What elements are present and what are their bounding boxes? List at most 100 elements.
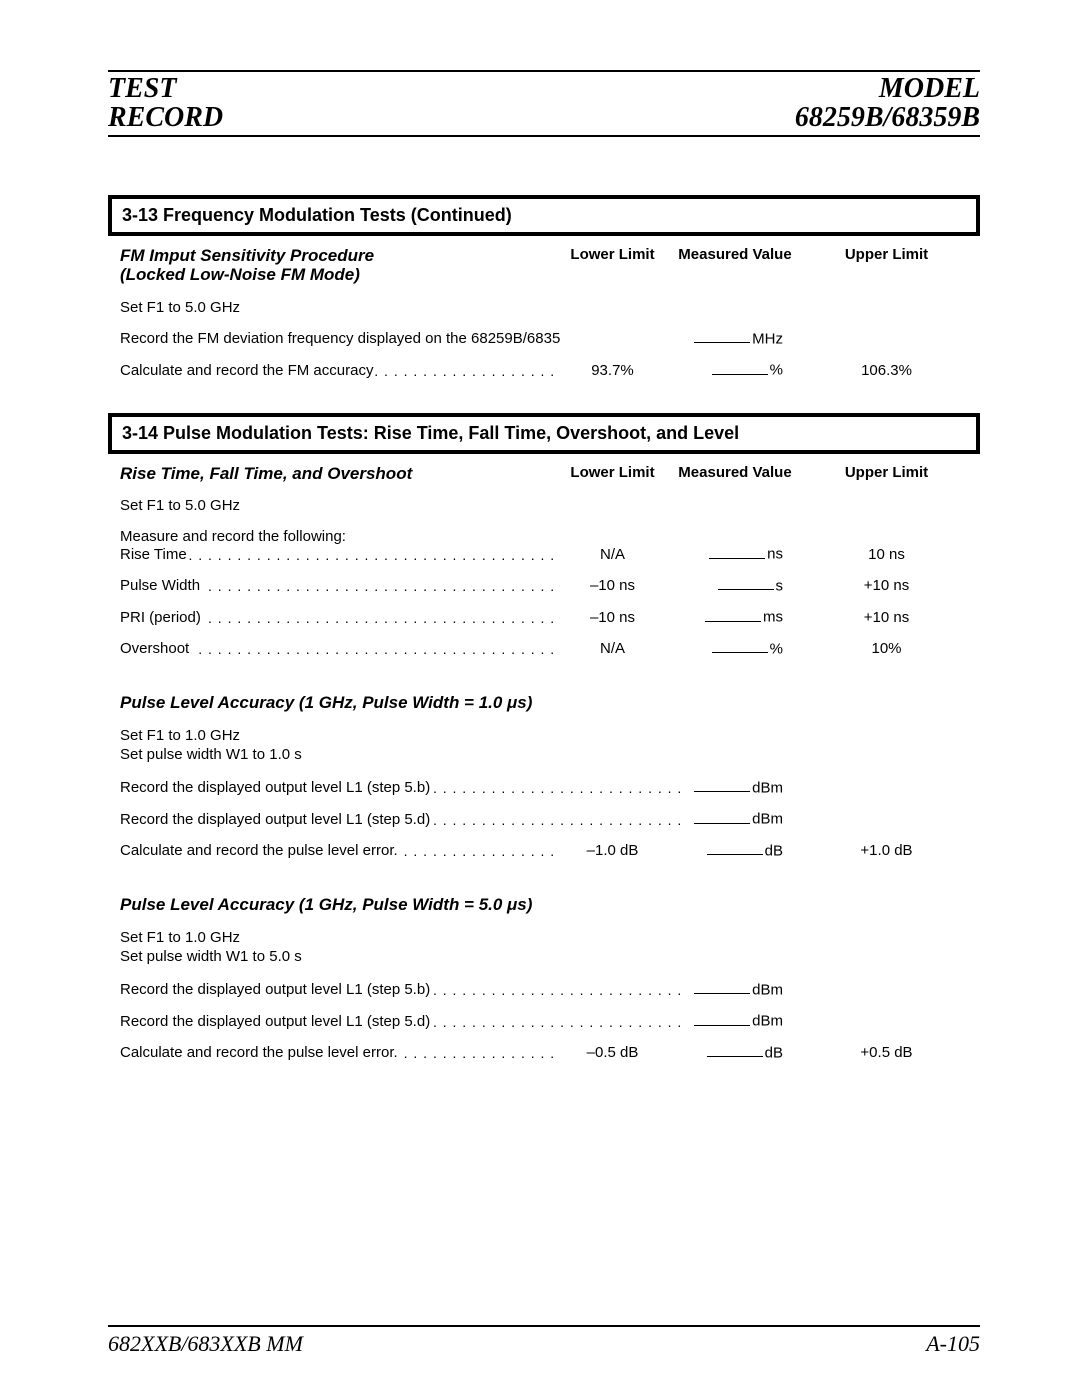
s3-setup-l2: Set pulse width W1 to 1.0 s bbox=[120, 746, 980, 765]
s2-row-3-unit: % bbox=[770, 640, 783, 657]
col-low-1: Lower Limit bbox=[560, 246, 665, 285]
blank-input bbox=[694, 330, 750, 344]
s3-row3: Calculate and record the pulse level err… bbox=[120, 842, 968, 860]
footer-left: 682XXB/683XXB MM bbox=[108, 1331, 303, 1357]
s1-row-rec-text: Record the FM deviation frequency displa… bbox=[120, 330, 560, 347]
header-rule-top bbox=[108, 70, 980, 72]
s1-row-calc-text: Calculate and record the FM accuracy bbox=[120, 362, 375, 379]
footer-rule bbox=[108, 1325, 980, 1327]
s2-row-intro: Measure and record the following: bbox=[120, 528, 968, 545]
s2-row-2-unit: ms bbox=[763, 609, 783, 626]
s3-row2: Record the displayed output level L1 (st… bbox=[120, 810, 968, 828]
s1-row-set: Set F1 to 5.0 GHz bbox=[120, 299, 968, 316]
s4-setup-l1: Set F1 to 1.0 GHz bbox=[120, 929, 980, 948]
s4-heading: Pulse Level Accuracy (1 GHz, Pulse Width… bbox=[108, 895, 980, 915]
s4-row1-text: Record the displayed output level L1 (st… bbox=[120, 981, 432, 998]
col-headers-2: Rise Time, Fall Time, and Overshoot Lowe… bbox=[120, 464, 968, 484]
s3-row3-low: –1.0 dB bbox=[560, 842, 665, 859]
s3-heading: Pulse Level Accuracy (1 GHz, Pulse Width… bbox=[108, 693, 980, 713]
blank-input bbox=[694, 810, 750, 824]
footer-row: 682XXB/683XXB MM A-105 bbox=[108, 1331, 980, 1357]
s4-row1: Record the displayed output level L1 (st… bbox=[120, 981, 968, 999]
page-header: TEST RECORD MODEL 68259B/68359B bbox=[108, 74, 980, 133]
blank-input bbox=[718, 577, 774, 591]
footer-right: A-105 bbox=[926, 1331, 980, 1357]
s2-row-3-up: 10% bbox=[805, 640, 968, 657]
page: TEST RECORD MODEL 68259B/68359B 3-13 Fre… bbox=[0, 0, 1080, 1397]
section-3-14-body: Rise Time, Fall Time, and Overshoot Lowe… bbox=[108, 454, 980, 658]
col-meas-2: Measured Value bbox=[665, 464, 805, 484]
blank-input bbox=[707, 842, 763, 856]
section-3-13-body: FM Imput Sensitivity Procedure (Locked L… bbox=[108, 236, 980, 379]
s3-row3-unit: dB bbox=[765, 842, 783, 859]
proc-title-1: FM Imput Sensitivity Procedure (Locked L… bbox=[120, 246, 560, 285]
s4-setup: Set F1 to 1.0 GHz Set pulse width W1 to … bbox=[108, 929, 980, 967]
s2-row-0-low: N/A bbox=[560, 546, 665, 563]
s3-row2-text: Record the displayed output level L1 (st… bbox=[120, 811, 432, 828]
blank-input bbox=[694, 1012, 750, 1026]
blank-input bbox=[712, 361, 768, 375]
col-meas-1: Measured Value bbox=[665, 246, 805, 285]
s1-row-calc-unit: % bbox=[770, 362, 783, 379]
header-left-line1: TEST bbox=[108, 74, 223, 103]
s1-row-rec: Record the FM deviation frequency displa… bbox=[120, 330, 968, 348]
s2-row-set-text: Set F1 to 5.0 GHz bbox=[120, 497, 242, 514]
s2-row-0: Rise Time N/A ns 10 ns bbox=[120, 545, 968, 563]
s3-rows: Record the displayed output level L1 (st… bbox=[108, 779, 980, 860]
section-3-13-box: 3-13 Frequency Modulation Tests (Continu… bbox=[108, 195, 980, 236]
s4-row2: Record the displayed output level L1 (st… bbox=[120, 1012, 968, 1030]
section-3-14-box: 3-14 Pulse Modulation Tests: Rise Time, … bbox=[108, 413, 980, 454]
s2-row-2: PRI (period) –10 ns ms +10 ns bbox=[120, 608, 968, 626]
blank-input bbox=[694, 981, 750, 995]
s3-row1-unit: dBm bbox=[752, 779, 783, 796]
s1-row-set-text: Set F1 to 5.0 GHz bbox=[120, 299, 242, 316]
header-left-line2: RECORD bbox=[108, 103, 223, 132]
s2-row-1: Pulse Width –10 ns s +10 ns bbox=[120, 577, 968, 595]
s4-row1-unit: dBm bbox=[752, 981, 783, 998]
page-footer: 682XXB/683XXB MM A-105 bbox=[108, 1325, 980, 1357]
s4-row3: Calculate and record the pulse level err… bbox=[120, 1044, 968, 1062]
header-right: MODEL 68259B/68359B bbox=[795, 74, 980, 133]
s2-row-2-label: PRI (period) bbox=[120, 609, 203, 626]
s4-row3-low: –0.5 dB bbox=[560, 1044, 665, 1061]
s3-row3-text: Calculate and record the pulse level err… bbox=[120, 842, 400, 859]
s2-row-1-unit: s bbox=[776, 577, 784, 594]
proc-title-1-l1: FM Imput Sensitivity Procedure bbox=[120, 246, 560, 266]
col-headers-1: FM Imput Sensitivity Procedure (Locked L… bbox=[120, 246, 968, 285]
blank-input bbox=[709, 545, 765, 559]
s3-row1: Record the displayed output level L1 (st… bbox=[120, 779, 968, 797]
proc-title-2: Rise Time, Fall Time, and Overshoot bbox=[120, 464, 560, 484]
blank-input bbox=[705, 608, 761, 622]
s2-row-0-up: 10 ns bbox=[805, 546, 968, 563]
s4-setup-l2: Set pulse width W1 to 5.0 s bbox=[120, 948, 980, 967]
s2-row-set: Set F1 to 5.0 GHz bbox=[120, 497, 968, 514]
blank-input bbox=[694, 779, 750, 793]
header-right-line1: MODEL bbox=[795, 74, 980, 103]
s4-rows: Record the displayed output level L1 (st… bbox=[108, 981, 980, 1062]
s2-row-intro-text: Measure and record the following: bbox=[120, 528, 348, 545]
s4-row3-up: +0.5 dB bbox=[805, 1044, 968, 1061]
s2-row-1-up: +10 ns bbox=[805, 577, 968, 594]
s3-setup-l1: Set F1 to 1.0 GHz bbox=[120, 727, 980, 746]
s2-row-3-low: N/A bbox=[560, 640, 665, 657]
s4-row3-text: Calculate and record the pulse level err… bbox=[120, 1044, 400, 1061]
header-rule-bottom bbox=[108, 135, 980, 137]
s2-row-2-up: +10 ns bbox=[805, 609, 968, 626]
s4-row3-unit: dB bbox=[765, 1044, 783, 1061]
s3-row1-text: Record the displayed output level L1 (st… bbox=[120, 779, 432, 796]
s1-row-calc-low: 93.7% bbox=[560, 362, 665, 379]
s2-row-1-low: –10 ns bbox=[560, 577, 665, 594]
s2-row-0-unit: ns bbox=[767, 546, 783, 563]
s3-row2-unit: dBm bbox=[752, 811, 783, 828]
s1-row-calc-up: 106.3% bbox=[805, 362, 968, 379]
blank-input bbox=[712, 640, 768, 654]
s3-row3-up: +1.0 dB bbox=[805, 842, 968, 859]
s4-row2-unit: dBm bbox=[752, 1013, 783, 1030]
s2-row-3-label: Overshoot bbox=[120, 640, 191, 657]
col-up-1: Upper Limit bbox=[805, 246, 968, 285]
section-3-13-title: 3-13 Frequency Modulation Tests (Continu… bbox=[122, 205, 512, 225]
s2-row-2-low: –10 ns bbox=[560, 609, 665, 626]
s4-row2-text: Record the displayed output level L1 (st… bbox=[120, 1013, 432, 1030]
col-low-2: Lower Limit bbox=[560, 464, 665, 484]
s2-row-3: Overshoot N/A % 10% bbox=[120, 640, 968, 658]
